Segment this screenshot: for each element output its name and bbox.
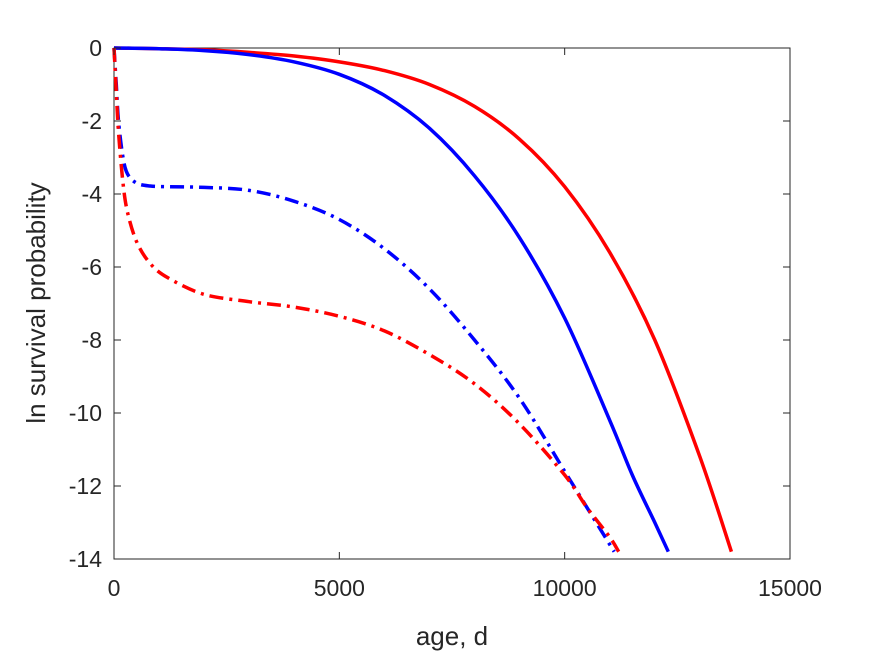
y-axis-label: ln survival probability <box>21 182 51 423</box>
y-tick-label: -4 <box>82 181 103 207</box>
y-tick-label: -12 <box>69 473 102 499</box>
y-tick-label: -8 <box>82 327 102 353</box>
plot-area <box>113 47 791 560</box>
y-tick-label: -6 <box>82 254 102 280</box>
y-tick-label: -14 <box>69 546 102 572</box>
y-tick-label: -2 <box>82 108 102 134</box>
tick-layer: 0 5000 10000 15000 0 -2 -4 -6 -8 -10 -12 -14 <box>69 35 822 601</box>
series-line-2 <box>113 46 670 553</box>
series-line-3 <box>112 47 616 553</box>
x-tick-label: 0 <box>108 575 121 601</box>
x-tick-label: 15000 <box>758 575 822 601</box>
y-tick-label: 0 <box>89 35 102 61</box>
x-axis-label: age, d <box>416 621 488 651</box>
series-layer <box>112 46 734 553</box>
series-line-4 <box>112 47 621 553</box>
x-tick-label: 10000 <box>533 575 597 601</box>
x-tick-label: 5000 <box>314 575 365 601</box>
y-tick-label: -10 <box>69 400 102 426</box>
